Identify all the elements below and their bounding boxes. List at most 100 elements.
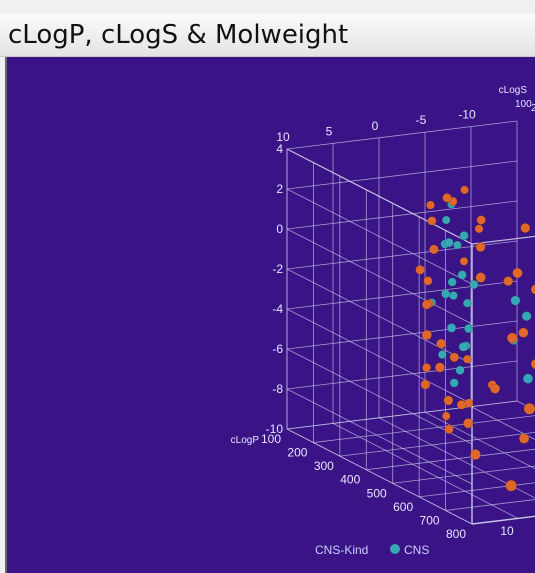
window-title: cLogP, cLogS & Molweight xyxy=(8,20,349,50)
tick-label-back-1: 100 xyxy=(515,99,532,110)
data-point-cns xyxy=(452,240,462,250)
gridline-floor xyxy=(313,415,535,443)
data-point xyxy=(420,379,431,390)
tick-label-x: -10 xyxy=(458,108,476,122)
data-point xyxy=(428,244,439,255)
tick-label-z: 400 xyxy=(340,473,360,487)
data-point xyxy=(475,242,486,253)
grid-layer xyxy=(286,120,535,525)
data-point xyxy=(421,329,432,341)
tick-label-z: 600 xyxy=(393,500,413,514)
tick-label-y: -4 xyxy=(272,302,283,316)
legend-swatch-cns xyxy=(390,544,400,554)
gridline-floor xyxy=(392,465,535,484)
data-point-cns xyxy=(464,323,474,334)
legend: CNS-Kind CNS xyxy=(315,543,429,557)
gridline-back-horizontal xyxy=(286,200,518,230)
tick-label-z: 200 xyxy=(287,446,307,460)
data-point xyxy=(506,332,518,344)
data-point xyxy=(469,448,481,460)
data-point xyxy=(434,362,446,373)
data-point xyxy=(518,433,530,444)
gridline-side-horizontal xyxy=(286,308,473,405)
data-point xyxy=(460,185,469,195)
data-point-cns xyxy=(441,289,451,299)
tick-label-z: 100 xyxy=(261,432,281,446)
data-point xyxy=(423,276,433,286)
title-bar[interactable]: cLogP, cLogS & Molweight xyxy=(0,14,535,57)
gridline-side-horizontal xyxy=(286,188,473,285)
data-point xyxy=(449,352,460,363)
data-point xyxy=(523,402,535,415)
data-point xyxy=(503,276,514,287)
gridline-floor xyxy=(366,448,535,471)
data-point xyxy=(442,193,452,203)
data-point-cns xyxy=(449,378,459,388)
data-point xyxy=(463,418,474,429)
gridline-back-horizontal xyxy=(286,320,518,350)
data-point xyxy=(518,327,529,338)
tick-label-x-front: 10 xyxy=(500,524,514,538)
tick-label-back-2: 200 xyxy=(531,103,535,114)
tick-label-y: -10 xyxy=(266,422,284,436)
data-point xyxy=(462,354,472,364)
tick-label-z: 500 xyxy=(367,486,387,500)
gridline-floor xyxy=(286,400,518,430)
data-point-cns xyxy=(446,323,457,333)
data-point xyxy=(459,256,469,266)
gridline-side-horizontal xyxy=(286,228,473,325)
gridline-side-horizontal xyxy=(286,268,473,365)
tick-label-y: 0 xyxy=(276,222,283,236)
data-point xyxy=(443,395,454,406)
gridline-floor xyxy=(286,428,473,525)
gridline-floor xyxy=(445,499,535,511)
chart-panel[interactable]: 10 5 0 -5 -10 4 2 0 -2 -4 -6 -8 -10 100 200 300 400 500 60… xyxy=(5,57,535,573)
data-point xyxy=(436,338,447,349)
data-point-cns xyxy=(469,279,479,290)
data-point-cns xyxy=(522,373,534,384)
data-point-cns xyxy=(447,277,457,287)
tick-label-x: 5 xyxy=(326,124,333,138)
data-point-cns xyxy=(441,215,451,225)
gridline-floor xyxy=(470,406,535,440)
data-point xyxy=(530,284,535,295)
data-point xyxy=(475,272,487,283)
data-point xyxy=(474,224,484,234)
gridline-back-horizontal xyxy=(286,280,518,310)
data-point xyxy=(422,363,432,373)
gridline-back-horizontal xyxy=(286,160,518,190)
points-layer xyxy=(415,185,535,492)
data-point-cns xyxy=(521,311,532,322)
data-point-cns xyxy=(455,365,465,375)
data-point-cns xyxy=(444,237,454,248)
data-point xyxy=(530,358,535,370)
tick-label-y: -8 xyxy=(272,382,283,396)
gridline-floor xyxy=(332,423,519,519)
data-point xyxy=(415,264,425,275)
axis-label-clogs: cLogS xyxy=(499,85,528,96)
tick-label-y: 2 xyxy=(276,182,283,196)
gridline-back-horizontal xyxy=(286,360,518,390)
box-edge-bottom-front xyxy=(471,515,535,525)
data-point xyxy=(476,215,487,225)
tick-label-y: -6 xyxy=(272,342,283,356)
tick-label-x: 10 xyxy=(276,130,290,144)
data-point-cns xyxy=(459,231,469,241)
data-point xyxy=(505,479,517,492)
data-point xyxy=(425,200,435,210)
gridline-side-horizontal xyxy=(286,348,473,445)
gridline-floor xyxy=(339,431,535,457)
box-edge-top-front xyxy=(471,235,535,245)
gridline-back-horizontal xyxy=(286,120,518,150)
legend-title: CNS-Kind xyxy=(315,543,368,557)
data-point-cns xyxy=(437,350,447,360)
gridline-floor xyxy=(516,400,535,411)
gridline-floor xyxy=(419,482,535,498)
scatter-3d-plot[interactable]: 10 5 0 -5 -10420-2-4-6-8-1010020030040050060… xyxy=(7,57,535,573)
tick-label-z: 800 xyxy=(446,527,466,541)
legend-entry-cns: CNS xyxy=(404,543,429,557)
data-point xyxy=(456,399,467,410)
gridline-side-horizontal xyxy=(286,388,473,485)
data-point xyxy=(520,222,531,234)
data-point-cns xyxy=(457,270,467,280)
